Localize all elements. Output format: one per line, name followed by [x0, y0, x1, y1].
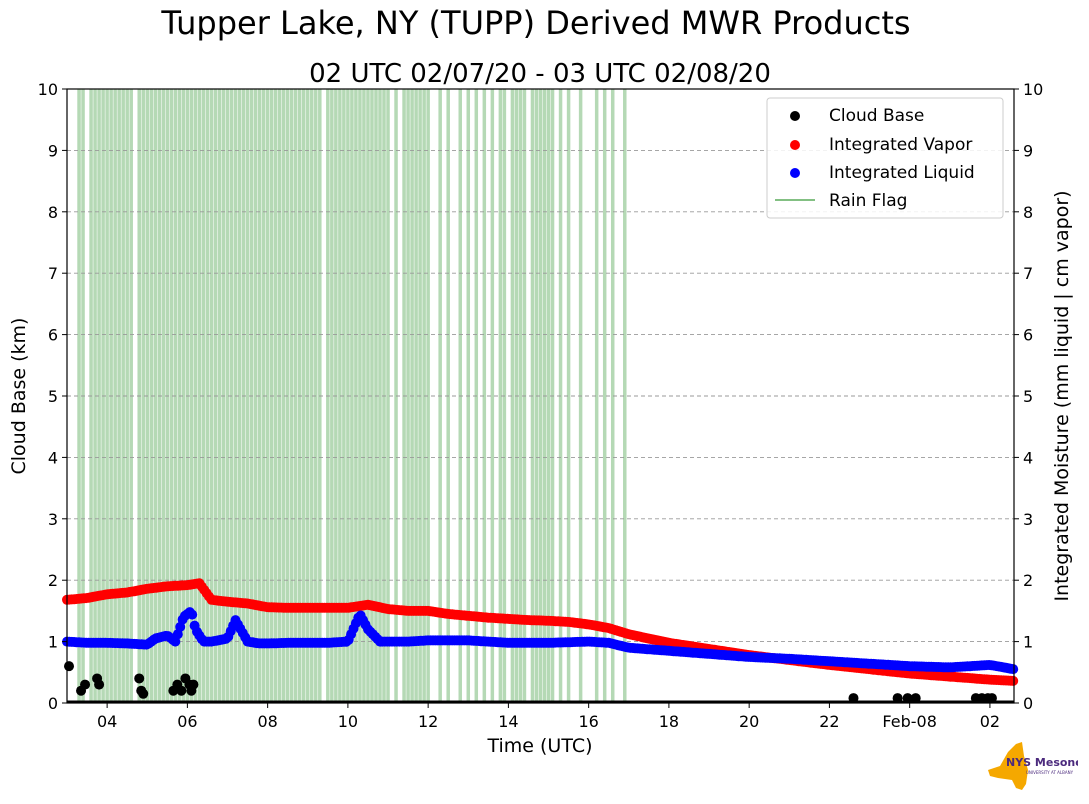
- y-tick-label-left-5: 5: [48, 387, 58, 406]
- y-tick-label-left-2: 2: [48, 571, 58, 590]
- cloud-base-point-4: [94, 679, 105, 690]
- y-tick-label-left-10: 10: [38, 80, 58, 99]
- legend-box: [766, 97, 1004, 219]
- cloud-base-point-2: [80, 679, 91, 690]
- cloud-base-point-15: [848, 693, 859, 704]
- x-tick-label-1: 06: [177, 712, 197, 731]
- cloud-base-point-7: [138, 688, 149, 699]
- y-tick-label-left-3: 3: [48, 510, 58, 529]
- x-axis-label: Time (UTC): [486, 735, 592, 757]
- x-tick-label-3: 10: [338, 712, 358, 731]
- legend-label-rain-flag: Rain Flag: [829, 191, 907, 211]
- x-tick-label-6: 16: [578, 712, 598, 731]
- logo-subtext: UNIVERSITY AT ALBANY: [1026, 770, 1074, 775]
- cloud-base-point-16: [892, 693, 903, 704]
- cloud-base-point-22: [986, 693, 997, 704]
- y-axis-label-left: Cloud Base (km): [8, 318, 30, 475]
- y-tick-label-left-4: 4: [48, 448, 58, 467]
- y-tick-label-right-6: 6: [1023, 326, 1033, 345]
- y-tick-label-right-9: 9: [1023, 141, 1033, 160]
- chart-title: Tupper Lake, NY (TUPP) Derived MWR Produ…: [160, 4, 910, 42]
- legend-label-cloud-base: Cloud Base: [829, 106, 924, 126]
- y-tick-label-left-6: 6: [48, 326, 58, 345]
- legend-label-vapor: Integrated Vapor: [829, 135, 972, 155]
- liquid-point-393: [1008, 664, 1019, 675]
- y-tick-label-right-4: 4: [1023, 448, 1033, 467]
- liquid-point-52: [187, 609, 198, 620]
- cloud-base-point-18: [910, 693, 921, 704]
- y-tick-label-right-5: 5: [1023, 387, 1033, 406]
- y-tick-label-left-0: 0: [48, 694, 58, 713]
- x-tick-label-0: 04: [97, 712, 117, 731]
- y-tick-label-left-8: 8: [48, 203, 58, 222]
- cloud-base-point-5: [134, 673, 145, 684]
- y-tick-label-left-9: 9: [48, 141, 58, 160]
- cloud-base-point-17: [902, 693, 913, 704]
- data-layer: [62, 578, 1019, 704]
- x-tick-label-8: 20: [739, 712, 759, 731]
- x-tick-label-10: Feb-08: [882, 712, 936, 731]
- y-tick-label-right-0: 0: [1023, 694, 1033, 713]
- legend-marker-liquid: [790, 168, 800, 178]
- x-tick-label-11: 02: [980, 712, 1000, 731]
- y-axis-label-right: Integrated Moisture (mm liquid | cm vapo…: [1051, 190, 1073, 601]
- cloud-base-point-0: [64, 661, 75, 672]
- x-tick-label-7: 18: [659, 712, 679, 731]
- legend-marker-cloud-base: [790, 111, 800, 121]
- x-tick-label-4: 12: [418, 712, 438, 731]
- logo-text: NYS Mesonet: [1006, 756, 1078, 769]
- y-tick-label-right-8: 8: [1023, 203, 1033, 222]
- y-tick-label-right-1: 1: [1023, 633, 1033, 652]
- y-tick-label-right-7: 7: [1023, 264, 1033, 283]
- y-tick-label-right-2: 2: [1023, 571, 1033, 590]
- vapor-point-393: [1008, 675, 1019, 686]
- cloud-base-point-10: [176, 685, 187, 696]
- nys-mesonet-logo: NYS Mesonet UNIVERSITY AT ALBANY: [988, 742, 1078, 790]
- legend-marker-vapor: [790, 140, 800, 150]
- y-tick-label-left-1: 1: [48, 633, 58, 652]
- legend-label-liquid: Integrated Liquid: [829, 163, 975, 183]
- x-tick-label-9: 22: [819, 712, 839, 731]
- y-tick-label-left-7: 7: [48, 264, 58, 283]
- x-tick-label-5: 14: [498, 712, 518, 731]
- y-tick-label-right-3: 3: [1023, 510, 1033, 529]
- ny-state-shape-icon: [988, 742, 1028, 790]
- cloud-base-point-14: [188, 679, 199, 690]
- x-tick-label-2: 08: [257, 712, 277, 731]
- legend: Cloud Base Integrated Vapor Integrated L…: [766, 97, 1004, 219]
- y-tick-label-right-10: 10: [1023, 80, 1043, 99]
- chart-subtitle: 02 UTC 02/07/20 - 03 UTC 02/08/20: [309, 59, 771, 89]
